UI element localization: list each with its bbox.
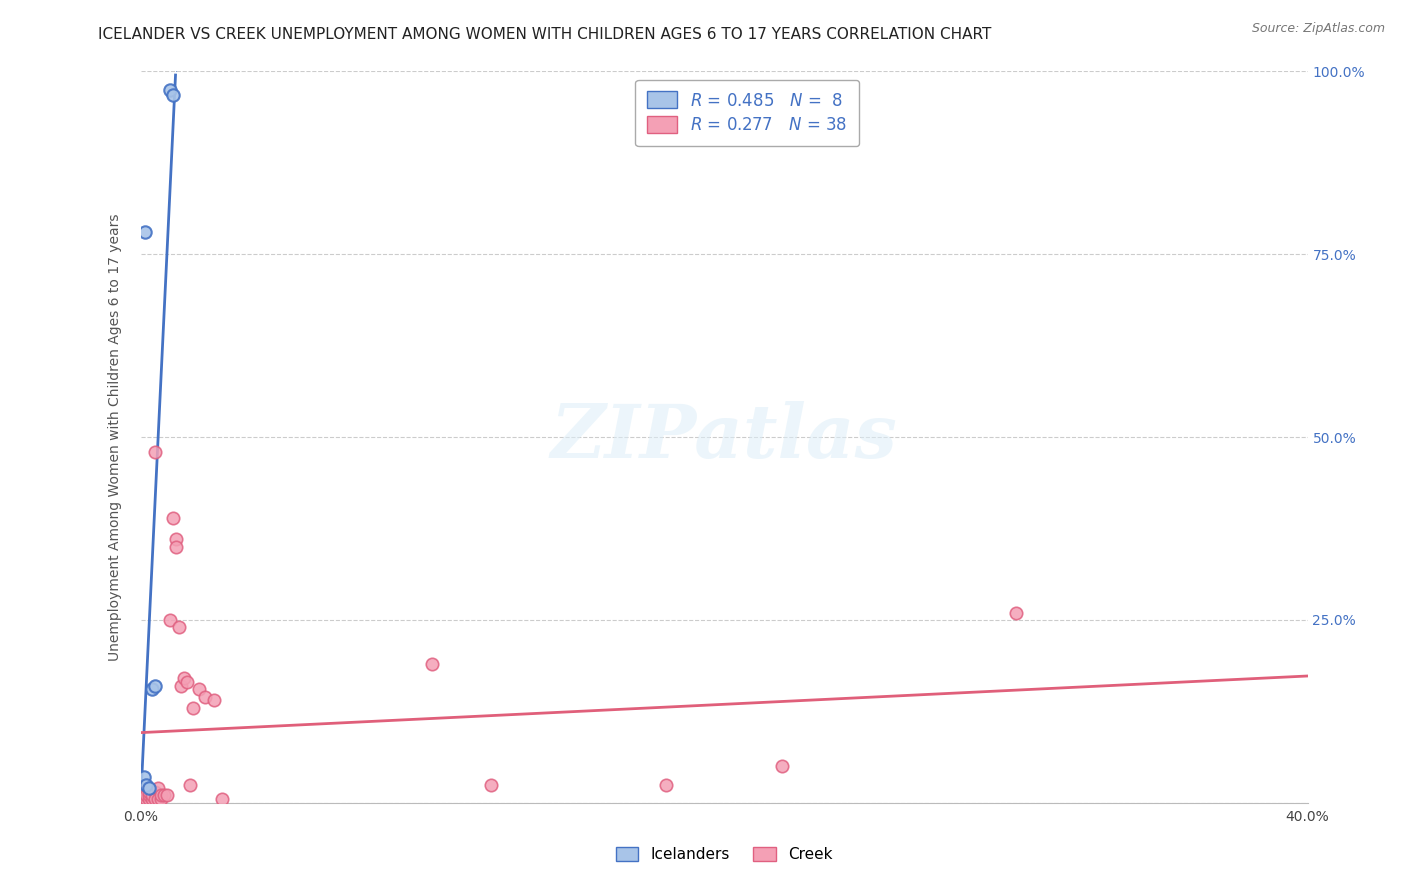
Point [211, 792, 233, 806]
Point [143, 679, 166, 693]
Point [146, 781, 169, 796]
Point [165, 540, 187, 554]
Point [162, 510, 184, 524]
Point [138, 792, 160, 806]
Point [146, 792, 169, 806]
Point [772, 759, 794, 773]
Legend: Icelanders, Creek: Icelanders, Creek [609, 841, 839, 868]
Point [422, 657, 444, 671]
Point [153, 789, 176, 803]
Point [143, 785, 166, 799]
Point [159, 83, 181, 97]
Point [202, 693, 225, 707]
Point [150, 792, 173, 806]
Point [135, 789, 157, 803]
Point [132, 785, 155, 799]
Point [194, 690, 217, 704]
Text: ZIPatlas: ZIPatlas [551, 401, 897, 474]
Point [132, 770, 155, 784]
Point [188, 682, 211, 697]
Text: ICELANDER VS CREEK UNEMPLOYMENT AMONG WOMEN WITH CHILDREN AGES 6 TO 17 YEARS COR: ICELANDER VS CREEK UNEMPLOYMENT AMONG WO… [98, 27, 991, 42]
Point [159, 613, 181, 627]
Point [132, 789, 155, 803]
Point [135, 792, 157, 806]
Text: Source: ZipAtlas.com: Source: ZipAtlas.com [1251, 22, 1385, 36]
Point [141, 789, 163, 803]
Point [655, 778, 678, 792]
Point [479, 778, 502, 792]
Point [156, 789, 179, 803]
Point [162, 87, 184, 102]
Point [143, 444, 166, 458]
Point [150, 789, 173, 803]
Point [138, 789, 160, 803]
Point [138, 785, 160, 799]
Point [179, 778, 201, 792]
Point [138, 781, 160, 796]
Point [173, 672, 195, 686]
Point [181, 700, 204, 714]
Point [135, 778, 157, 792]
Point [141, 682, 163, 697]
Y-axis label: Unemployment Among Women with Children Ages 6 to 17 years: Unemployment Among Women with Children A… [108, 213, 122, 661]
Point [132, 792, 155, 806]
Point [134, 225, 156, 239]
Point [143, 792, 166, 806]
Point [167, 620, 190, 634]
Point [176, 675, 198, 690]
Point [165, 533, 187, 547]
Point [170, 679, 193, 693]
Point [1005, 606, 1028, 620]
Point [141, 792, 163, 806]
